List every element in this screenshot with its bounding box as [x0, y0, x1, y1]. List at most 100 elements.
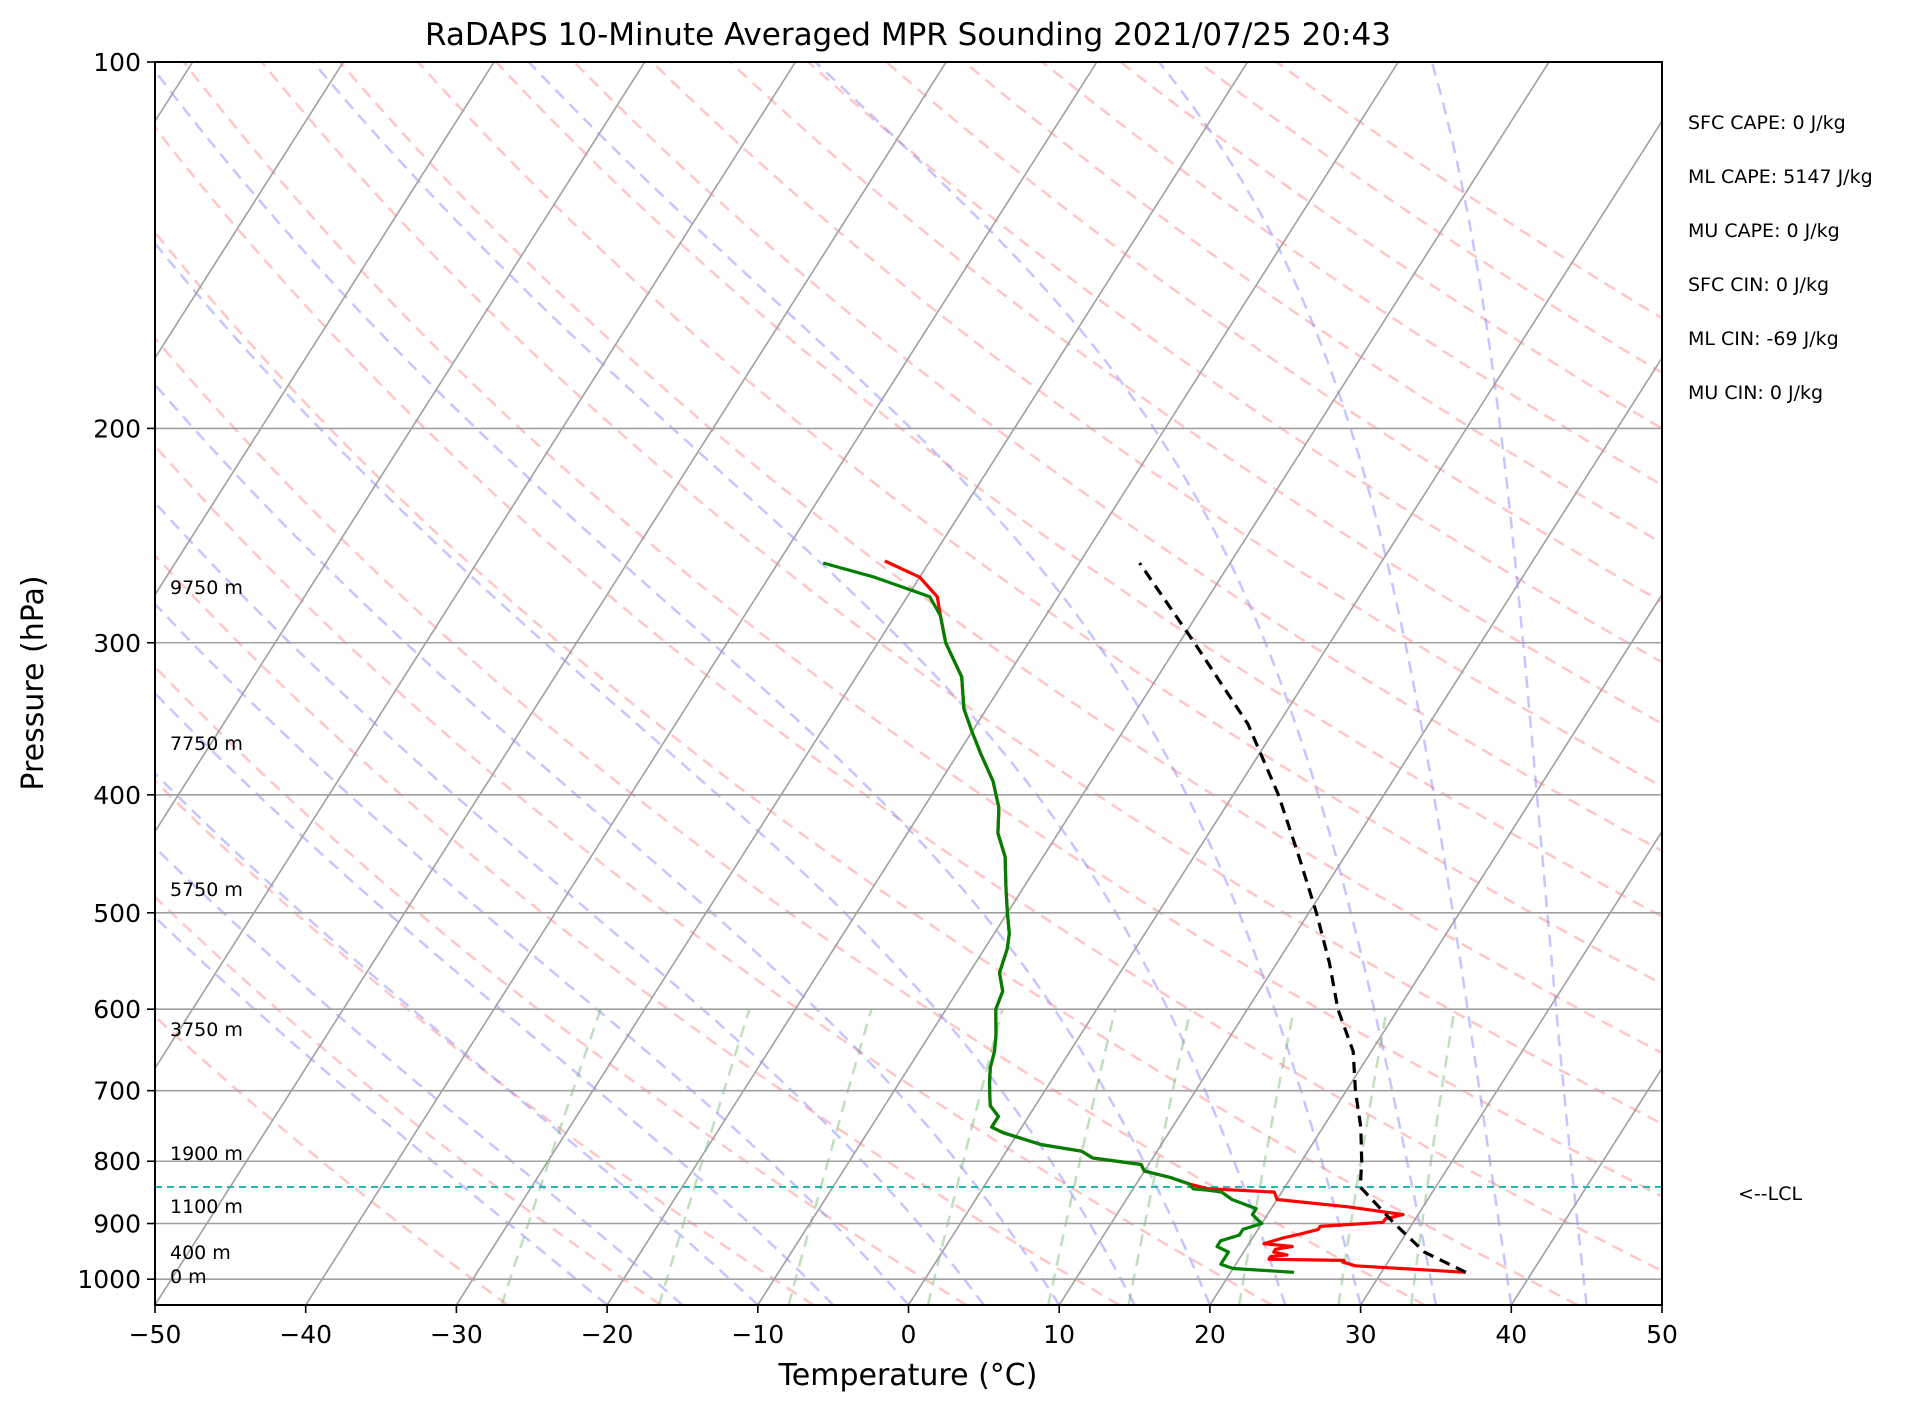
parcel-profile-line	[1138, 562, 1467, 1274]
mixing-ratio-line	[787, 1008, 873, 1305]
x-axis-label: Temperature (°C)	[778, 1358, 1038, 1393]
isotherm	[1661, 1303, 1662, 1305]
dry-adiabat	[495, 62, 1662, 919]
dry-adiabat	[651, 62, 1662, 789]
height-label: 5750 m	[170, 879, 243, 901]
height-label: 1100 m	[170, 1196, 243, 1218]
y-tick-label: 500	[93, 899, 141, 928]
height-label: 1900 m	[170, 1143, 243, 1165]
y-tick-label: 600	[93, 995, 141, 1024]
background-lines	[155, 62, 1662, 1305]
moist-adiabat	[155, 500, 985, 1305]
isotherm	[606, 62, 1399, 1305]
moist-adiabat	[155, 915, 608, 1305]
isotherm	[155, 62, 345, 360]
isotherm	[155, 62, 495, 597]
isotherm	[155, 62, 797, 1070]
moist-adiabat	[155, 691, 835, 1305]
grid	[155, 62, 1662, 1305]
isotherm	[305, 62, 1098, 1305]
dewpoint-line	[822, 561, 1295, 1274]
parameter-text: SFC CIN: 0 J/kg	[1688, 274, 1829, 296]
x-tick-label: 50	[1646, 1320, 1678, 1349]
parameter-text: ML CIN: -69 J/kg	[1688, 328, 1839, 350]
x-tick-label: 20	[1194, 1320, 1226, 1349]
y-tick-label: 900	[93, 1210, 141, 1239]
y-tick-label: 300	[93, 629, 141, 658]
mixing-ratio-line	[1127, 1008, 1192, 1305]
isotherm	[155, 62, 646, 833]
x-tick-label: 40	[1495, 1320, 1527, 1349]
x-tick-label: 30	[1345, 1320, 1377, 1349]
y-axis-label: Pressure (hPa)	[16, 575, 51, 790]
dry-adiabat	[155, 230, 1579, 1305]
dry-adiabat	[1041, 62, 1662, 487]
y-tick-label: 1000	[77, 1265, 141, 1294]
y-tick-label: 200	[93, 414, 141, 443]
height-label: 400 m	[170, 1242, 231, 1264]
parameter-list: SFC CAPE: 0 J/kg ML CAPE: 5147 J/kg MU CAP…	[1688, 112, 1873, 404]
mixing-ratio-line	[500, 1008, 602, 1305]
lcl-label: <--LCL	[1738, 1183, 1802, 1205]
moist-adiabat	[814, 62, 1438, 1305]
dry-adiabat	[155, 553, 1120, 1305]
moist-adiabat	[155, 68, 1212, 1305]
dry-adiabat	[155, 125, 1662, 1273]
y-tick-label: 100	[93, 48, 141, 77]
dry-adiabat	[963, 62, 1662, 545]
dry-adiabat	[885, 62, 1662, 604]
dry-adiabat	[260, 62, 1662, 1126]
parameter-text: ML CAPE: 5147 J/kg	[1688, 166, 1873, 188]
dry-adiabat	[155, 444, 1273, 1305]
chart-title: RaDAPS 10-Minute Averaged MPR Sounding 2…	[425, 17, 1391, 53]
moist-adiabat	[155, 602, 910, 1305]
isotherm	[757, 62, 1550, 1305]
lcl-group: <--LCL	[155, 1183, 1802, 1205]
mixing-ratio-line	[657, 1008, 751, 1305]
dry-adiabat	[729, 62, 1662, 726]
y-tick-label: 700	[93, 1077, 141, 1106]
x-tick-label: −10	[731, 1320, 784, 1349]
moist-adiabat	[155, 241, 1136, 1305]
mixing-ratio-line	[1237, 1008, 1296, 1305]
isotherm	[1058, 356, 1662, 1305]
y-axis: 100 200 300 400 500 600 700 800 900 1000	[77, 48, 155, 1294]
mixing-ratio-line	[926, 1008, 1004, 1305]
y-tick-label: 800	[93, 1147, 141, 1176]
height-label: 3750 m	[170, 1019, 243, 1041]
parameter-text: SFC CAPE: 0 J/kg	[1688, 112, 1846, 134]
mixing-ratio-line	[1046, 1008, 1117, 1305]
isotherm	[907, 119, 1662, 1305]
dry-adiabat	[573, 62, 1662, 853]
moist-adiabat	[527, 62, 1362, 1305]
x-axis: −50 −40 −30 −20 −10 0 10 20 30 40 50	[129, 1305, 1678, 1349]
series-group	[822, 559, 1467, 1274]
x-tick-label: −30	[430, 1320, 483, 1349]
dry-adiabat	[155, 336, 1426, 1305]
dry-adiabat	[155, 665, 967, 1305]
dry-adiabat	[155, 778, 815, 1305]
dry-adiabat	[182, 62, 1662, 1198]
dry-adiabat	[1197, 62, 1662, 375]
plot-frame	[154, 61, 1663, 1306]
parameter-text: MU CAPE: 0 J/kg	[1688, 220, 1840, 242]
moist-adiabat	[1158, 62, 1513, 1305]
moist-adiabat	[155, 382, 1061, 1305]
isotherm	[155, 62, 947, 1305]
isotherm	[1209, 593, 1662, 1305]
dry-adiabat	[807, 62, 1662, 664]
parameter-text: MU CIN: 0 J/kg	[1688, 382, 1823, 404]
height-label: 9750 m	[170, 577, 243, 599]
x-tick-label: −20	[581, 1320, 634, 1349]
x-tick-label: 10	[1043, 1320, 1075, 1349]
x-tick-label: −40	[279, 1320, 332, 1349]
moist-adiabat	[1430, 62, 1588, 1305]
height-label: 7750 m	[170, 733, 243, 755]
isotherm	[455, 62, 1249, 1305]
isotherm	[1359, 829, 1662, 1305]
moist-adiabat	[155, 771, 759, 1305]
isotherm	[1510, 1066, 1662, 1305]
y-tick-label: 400	[93, 781, 141, 810]
mixing-ratio-line	[1409, 1008, 1456, 1305]
